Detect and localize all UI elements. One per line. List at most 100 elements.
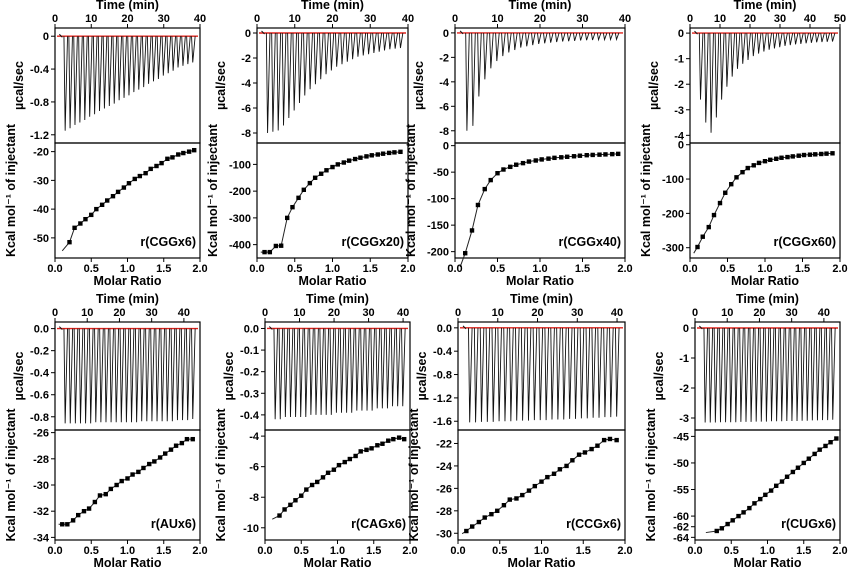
isotherm-point <box>717 200 723 206</box>
isotherm-point <box>616 151 621 157</box>
thermogram-peak <box>329 328 335 415</box>
thermogram-peak <box>112 36 118 104</box>
isotherm-point <box>747 505 752 511</box>
thermogram-y-tick-label: 0 <box>678 28 684 40</box>
thermogram-y-tick-label: -0.4 <box>30 368 50 380</box>
isotherm-point <box>469 524 475 529</box>
thermogram-peak <box>150 328 155 422</box>
isotherm-point <box>584 152 589 158</box>
isotherm-point <box>571 154 577 159</box>
thermogram-peak <box>746 33 751 60</box>
molar-ratio-tick-label: 0.0 <box>682 263 697 275</box>
molar-ratio-tick-label: 2.0 <box>832 263 847 275</box>
molar-ratio-tick-label: 1.5 <box>795 263 810 275</box>
isotherm-point <box>163 451 168 456</box>
thermogram-peak <box>319 32 324 80</box>
thermogram-peak <box>809 33 815 43</box>
isotherm-point <box>154 163 159 169</box>
thermogram-peak <box>471 32 476 126</box>
thermogram-y-tick-label: -6 <box>439 101 449 113</box>
isotherm-point <box>559 155 564 160</box>
time-tick-label: 30 <box>146 307 158 319</box>
time-axis-title: Time (min) <box>301 0 364 12</box>
isotherm-point <box>99 202 105 208</box>
isotherm-point <box>796 153 801 158</box>
thermogram-peak <box>134 328 140 423</box>
isotherm-y-tick-label: -40 <box>33 204 49 216</box>
isotherm-point <box>364 447 369 453</box>
thermogram-start-blip <box>58 33 63 38</box>
isotherm-point <box>570 458 575 463</box>
thermogram-peak <box>501 32 506 57</box>
thermogram-peak <box>830 32 836 42</box>
time-tick-label: 0 <box>455 307 461 319</box>
isotherm-y-tick-label: -50 <box>673 458 689 470</box>
thermogram-peak <box>313 32 319 85</box>
isotherm-y-tick-label: -100 <box>662 174 684 186</box>
thermogram-peak <box>388 32 393 50</box>
isotherm-point <box>590 152 595 158</box>
isotherm-point <box>105 198 110 203</box>
thermogram-peak <box>127 36 132 96</box>
isotherm-point <box>824 151 829 156</box>
thermogram-peak <box>63 328 68 424</box>
thermogram-peak <box>308 32 313 90</box>
thermogram-peak <box>477 32 482 97</box>
isotherm-point <box>819 151 824 157</box>
itc-panel-7: 0 10 20 30 40 Time (min) 0.0 -0.4 -0.8 -1.2 -1.6 µc… <box>407 292 633 570</box>
isotherm-point <box>806 456 812 461</box>
isotherm-y-tick-label: -400 <box>229 240 251 252</box>
time-tick-label: 30 <box>786 307 798 319</box>
isotherm-point <box>186 149 192 154</box>
thermogram-peak <box>772 33 778 49</box>
thermogram-peak <box>395 328 401 407</box>
isotherm-point <box>552 155 557 161</box>
molar-ratio-tick-label: 1.5 <box>363 263 378 275</box>
isotherm-point <box>307 180 313 186</box>
thermogram-peak <box>725 33 730 87</box>
isotherm-y-tick-label: -100 <box>427 194 449 206</box>
thermogram-peak <box>503 327 508 422</box>
isotherm-point <box>785 154 790 160</box>
isotherm-point <box>768 488 774 493</box>
thermogram-peak <box>191 36 196 63</box>
sample-label: r(CAGx6) <box>351 517 406 531</box>
isotherm-point <box>482 515 487 520</box>
isotherm-point <box>386 150 392 156</box>
thermogram-peak <box>584 32 590 41</box>
time-tick-label: 10 <box>492 307 504 319</box>
thermogram-peak <box>507 32 512 53</box>
isotherm-point <box>335 162 340 167</box>
isotherm-point <box>170 155 175 160</box>
thermogram-peak <box>319 328 324 415</box>
isotherm-point <box>758 496 763 502</box>
thermogram-peak <box>804 33 809 44</box>
isotherm-point <box>695 244 700 250</box>
thermogram-peak <box>137 36 142 90</box>
molar-ratio-title: Molar Ratio <box>93 274 161 288</box>
molar-ratio-tick-label: 1.0 <box>325 263 340 275</box>
thermogram-start-blip <box>694 30 698 35</box>
thermogram-peak <box>509 327 514 422</box>
thermogram-peak <box>398 32 404 49</box>
molar-ratio-tick-label: 1.5 <box>366 545 381 557</box>
molar-ratio-tick-label: 1.0 <box>532 263 547 275</box>
isotherm-point <box>526 159 532 164</box>
isotherm-point <box>159 160 164 166</box>
isotherm-point <box>813 152 818 157</box>
thermogram-peak <box>532 327 538 421</box>
isotherm-y-tick-label: -8 <box>249 492 259 504</box>
isotherm-point <box>152 459 157 464</box>
itc-panel-4: 0 10 20 30 40 50 Time (min) 0 -1 -2 -3 -4 µcal/sec 0.… <box>639 0 848 288</box>
thermogram-peak <box>68 328 74 424</box>
sample-label: r(CUGx6) <box>781 517 836 531</box>
thermogram-peak <box>544 327 549 421</box>
thermogram-y-tick-label: -4 <box>674 130 685 142</box>
thermogram-peak <box>543 32 548 44</box>
sample-label: r(CGGx20) <box>341 235 404 249</box>
isotherm-point <box>812 451 817 457</box>
thermogram-peak <box>749 327 754 422</box>
time-tick-label: 20 <box>531 307 543 319</box>
isotherm-point <box>141 465 146 471</box>
